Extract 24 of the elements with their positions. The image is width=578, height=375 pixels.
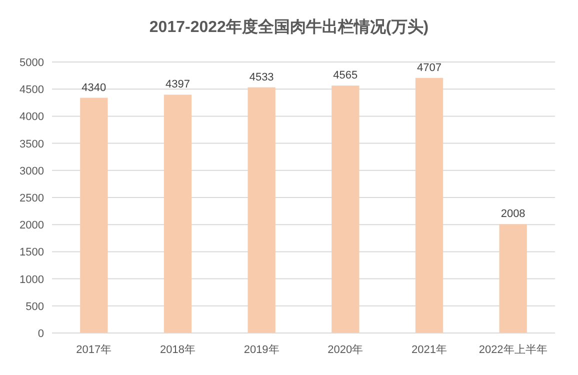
data-label: 4533 bbox=[249, 71, 274, 84]
y-tick-label: 1000 bbox=[20, 274, 44, 286]
data-label: 4707 bbox=[417, 62, 442, 74]
y-tick-label: 3500 bbox=[20, 138, 44, 150]
data-label: 4340 bbox=[82, 82, 106, 94]
y-tick-label: 500 bbox=[26, 300, 44, 313]
y-tick-label: 0 bbox=[38, 328, 44, 340]
y-tick-label: 2000 bbox=[20, 220, 44, 232]
data-label: 4565 bbox=[333, 70, 358, 82]
x-tick-label: 2018年 bbox=[160, 344, 196, 356]
y-tick-label: 5000 bbox=[20, 57, 44, 69]
y-tick-label: 3000 bbox=[20, 165, 44, 178]
x-tick-label: 2017年 bbox=[76, 344, 112, 356]
x-tick-label: 2022年上半年 bbox=[478, 343, 548, 356]
y-tick-label: 1500 bbox=[20, 246, 44, 259]
data-label: 4397 bbox=[166, 78, 190, 91]
y-tick-label: 4000 bbox=[20, 111, 44, 124]
x-tick-label: 2019年 bbox=[244, 344, 280, 356]
x-tick-label: 2020年 bbox=[328, 344, 364, 356]
chart-title: 2017-2022年度全国肉牛出栏情况(万头) bbox=[149, 17, 429, 36]
y-tick-label: 2500 bbox=[20, 192, 44, 204]
data-label: 2008 bbox=[500, 208, 526, 220]
y-tick-label: 4500 bbox=[20, 84, 44, 96]
x-tick-label: 2021年 bbox=[412, 344, 447, 356]
